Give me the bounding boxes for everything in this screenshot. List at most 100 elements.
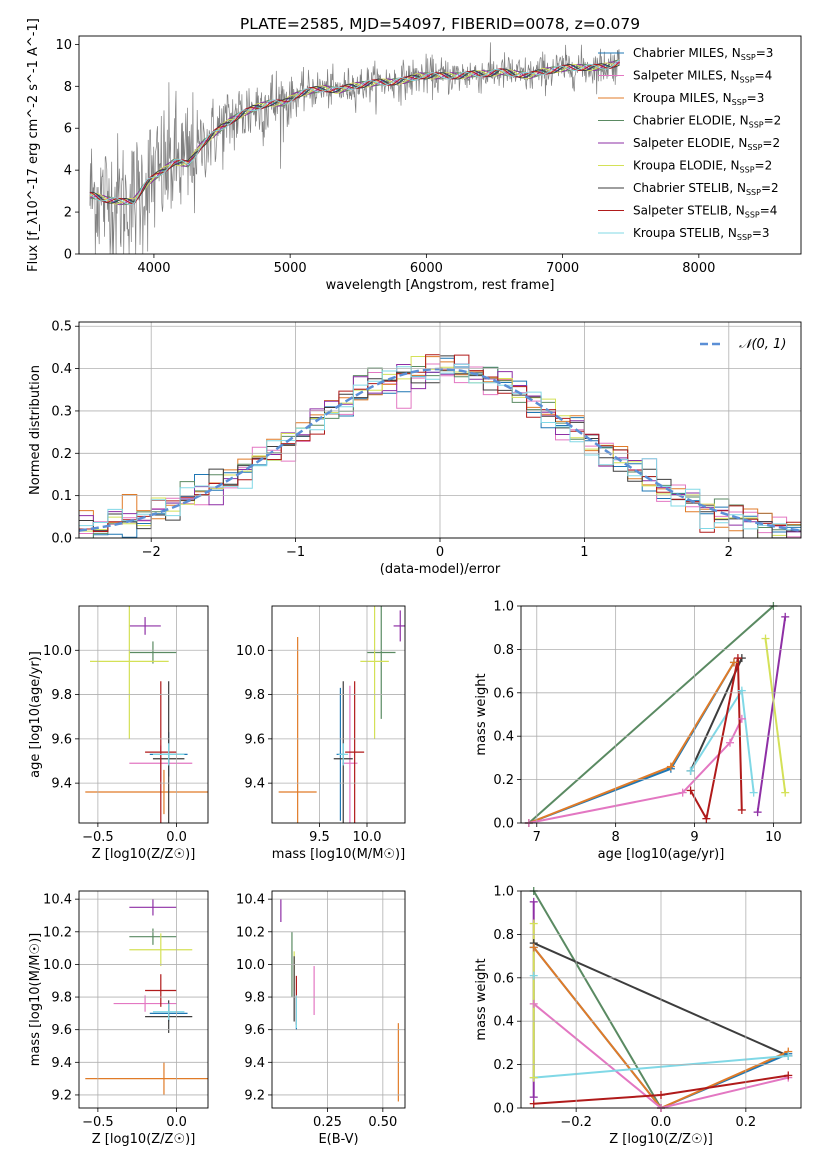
legend-entry: Salpeter ELODIE, NSSP=2 (633, 136, 780, 152)
panel-mass-weight-vs-age: 7 8 9 10 0.0 0.2 0.4 0.6 0.8 1.0 age [log10(age/yr… (474, 600, 802, 862)
y-tick-label: 4 (64, 164, 72, 179)
model-kroupa-elodie (89, 62, 620, 205)
axes-frame (78, 321, 802, 539)
y-tick-label: 10 (55, 38, 72, 53)
y-tick-label: 10.0 (236, 644, 265, 659)
y-tick-label: 9.4 (244, 777, 265, 792)
y-tick-label: 0.0 (493, 1102, 514, 1117)
y-tick-label: 0.5 (51, 320, 72, 335)
y-tick-label: 10.0 (43, 958, 72, 973)
y-axis-label: Normed distribution (28, 365, 43, 495)
line-salpeter-miles (528, 718, 743, 823)
x-tick-label: 8 (612, 830, 620, 845)
x-tick-label: 10 (765, 830, 782, 845)
y-tick-label: 6 (64, 122, 72, 137)
y-tick-label: 0.6 (493, 686, 514, 701)
y-tick-label: 0.0 (493, 817, 514, 832)
panel-mass-vs-Z: −0.5 0.0 9.2 9.4 9.6 9.8 10.0 10.2 10.4 Z [log10(… (28, 890, 209, 1147)
line-chabrier-elodie (532, 891, 662, 1108)
y-tick-label: 10.4 (43, 893, 72, 908)
y-tick-label: 9.6 (51, 732, 72, 747)
line-salpeter-stelib (689, 657, 743, 822)
y-tick-label: 9.2 (244, 1088, 265, 1103)
y-tick-label: 10.0 (43, 644, 72, 659)
y-tick-label: 10.2 (43, 925, 72, 940)
y-tick-label: 0 (64, 248, 72, 263)
y-tick-label: 2 (64, 206, 72, 221)
x-axis-label: wavelength [Angstrom, rest frame] (326, 278, 555, 293)
x-tick-label: −0.5 (82, 830, 114, 845)
y-axis-label: Flux [f_λ10^-17 erg cm^-2 s^-1 A^-1] (26, 18, 41, 272)
x-tick-label: 0.0 (166, 830, 187, 845)
y-tick-label: 9.8 (244, 991, 265, 1006)
y-tick-label: 0.4 (493, 1015, 514, 1030)
axes-frame (271, 605, 406, 824)
axes-frame (78, 890, 209, 1109)
x-tick-label: 9.5 (309, 830, 330, 845)
line-chabrier-elodie (528, 606, 775, 823)
x-tick-label: 5000 (274, 261, 307, 276)
line-kroupa-elodie (764, 638, 787, 793)
y-tick-label: 9.4 (244, 1056, 265, 1071)
axes-frame (520, 890, 802, 1109)
y-tick-label: 0.4 (51, 362, 72, 377)
plot-area (89, 42, 620, 254)
x-tick-label: 6000 (410, 261, 443, 276)
x-tick-label: 0.50 (368, 1115, 397, 1130)
x-axis-label: (data-model)/error (380, 562, 501, 577)
x-tick-label: 1 (580, 545, 588, 560)
plot-area (278, 606, 405, 823)
x-tick-label: 0.0 (166, 1115, 187, 1130)
line-salpeter-elodie (756, 616, 787, 813)
x-tick-label: −0.2 (560, 1115, 592, 1130)
axes-frame (78, 605, 209, 824)
y-tick-label: 1.0 (493, 885, 514, 900)
y-tick-label: 0.2 (51, 447, 72, 462)
legend-entry: Kroupa ELODIE, NSSP=2 (633, 159, 772, 175)
plot-area (280, 899, 399, 1102)
figure-title: PLATE=2585, MJD=54097, FIBERID=0078, z=0… (240, 15, 640, 33)
panel-age-vs-Z: −0.5 0.0 9.4 9.6 9.8 10.0 Z [log10(Z/Z☉)] age [… (28, 605, 209, 862)
axes-frame (271, 890, 406, 1109)
y-tick-label: 10.0 (236, 958, 265, 973)
y-tick-label: 9.6 (244, 1023, 265, 1038)
panel-spectrum: 4000 5000 6000 7000 8000 0 2 4 6 8 10 wavelength [A… (26, 18, 802, 293)
x-axis-label: Z [log10(Z/Z☉)] (92, 847, 196, 862)
y-tick-label: 9.2 (51, 1088, 72, 1103)
panel-mass-weight-vs-Z: −0.2 0.0 0.2 0.0 0.2 0.4 0.6 0.8 1.0 Z [log10(Z/Z… (474, 885, 802, 1147)
x-tick-label: 4000 (137, 261, 170, 276)
legend-entry: Kroupa MILES, NSSP=3 (633, 91, 764, 107)
y-tick-label: 0.6 (493, 971, 514, 986)
y-axis-label: mass weight (474, 958, 489, 1040)
x-tick-label: 7000 (546, 261, 579, 276)
x-tick-label: −0.5 (82, 1115, 114, 1130)
model-kroupa-stelib (89, 59, 620, 206)
y-axis-label: mass [log10(M/M☉)] (28, 933, 43, 1066)
x-tick-label: −2 (142, 545, 161, 560)
y-tick-label: 9.4 (51, 1056, 72, 1071)
y-tick-label: 8 (64, 80, 72, 95)
x-axis-label: E(B-V) (318, 1132, 358, 1147)
y-axis-label: age [log10(age/yr)] (28, 651, 43, 778)
y-tick-label: 9.8 (244, 688, 265, 703)
plot-area (528, 606, 787, 823)
x-tick-label: 0.25 (313, 1115, 342, 1130)
x-tick-label: 7 (533, 830, 541, 845)
y-tick-label: 0.0 (51, 532, 72, 547)
x-tick-label: 9 (690, 830, 698, 845)
y-tick-label: 0.2 (493, 1058, 514, 1073)
legend-entry: Salpeter STELIB, NSSP=4 (633, 204, 777, 220)
panel-age-vs-mass: 9.5 10.0 9.4 9.6 9.8 10.0 mass [log10(M/M☉)] (236, 605, 406, 862)
x-tick-label: 2 (725, 545, 733, 560)
y-tick-label: 9.6 (51, 1023, 72, 1038)
x-tick-label: 0 (436, 545, 444, 560)
x-axis-label: Z [log10(Z/Z☉)] (609, 1132, 713, 1147)
y-tick-label: 1.0 (493, 600, 514, 615)
x-axis-label: age [log10(age/yr)] (598, 847, 725, 862)
panel-mass-vs-EBV: 0.25 0.50 9.2 9.4 9.6 9.8 10.0 10.2 10.4 E(B-V) (236, 890, 406, 1147)
y-tick-label: 0.8 (493, 643, 514, 658)
y-tick-label: 0.1 (51, 489, 72, 504)
plot-area (85, 899, 208, 1095)
x-tick-label: 0.0 (651, 1115, 672, 1130)
